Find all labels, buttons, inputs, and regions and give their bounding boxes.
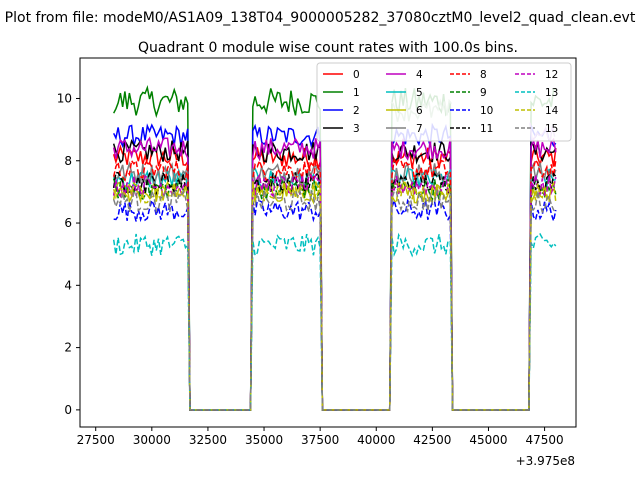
legend-label-9: 9 (480, 87, 487, 99)
legend-label-15: 15 (545, 123, 558, 135)
legend-label-1: 1 (353, 87, 360, 99)
x-tick-label: 47500 (525, 433, 563, 447)
series-line-5 (112, 167, 557, 411)
x-tick-label: 30000 (133, 433, 171, 447)
series-line-6 (112, 180, 557, 411)
plot-area (112, 85, 557, 411)
x-tick-label: 42500 (413, 433, 451, 447)
series-line-13 (112, 232, 557, 411)
y-tick-label: 2 (64, 341, 72, 355)
legend-box (316, 62, 572, 142)
legend-label-5: 5 (416, 87, 423, 99)
legend-label-2: 2 (353, 105, 360, 117)
legend-label-3: 3 (353, 123, 360, 135)
series-line-9 (112, 177, 557, 411)
y-tick-label: 6 (64, 216, 72, 230)
legend-label-6: 6 (416, 105, 423, 117)
series-line-12 (112, 173, 557, 411)
legend-label-7: 7 (416, 123, 423, 135)
y-tick-label: 0 (64, 403, 72, 417)
x-tick-label: 32500 (189, 433, 227, 447)
y-tick-label: 4 (64, 278, 72, 292)
series-line-2 (112, 122, 557, 411)
legend-label-14: 14 (545, 105, 559, 117)
x-offset-label: +3.975e8 (516, 454, 575, 468)
x-tick-label: 45000 (469, 433, 507, 447)
legend-label-11: 11 (480, 123, 493, 135)
x-tick-label: 27500 (77, 433, 115, 447)
plot-frame (79, 57, 577, 428)
legend-label-4: 4 (416, 69, 423, 81)
legend-label-8: 8 (480, 69, 487, 81)
y-tick-label: 8 (64, 154, 72, 168)
series-line-10 (113, 197, 557, 411)
x-axis: 27500 30000 32500 35000 37500 40000 42500 45000… (77, 427, 564, 447)
x-tick-label: 37500 (301, 433, 339, 447)
series-line-0 (112, 144, 557, 411)
legend-label-0: 0 (353, 69, 360, 81)
x-tick-label: 40000 (357, 433, 395, 447)
legend-label-13: 13 (545, 87, 558, 99)
series-line-7 (113, 160, 557, 411)
figure-suptitle: Plot from file: modeM0/AS1A09_138T04_900… (5, 10, 636, 26)
series-line-14 (112, 179, 557, 411)
legend-label-12: 12 (545, 69, 558, 81)
series-line-15 (112, 188, 557, 411)
series-line-11 (112, 170, 557, 411)
legend-label-10: 10 (480, 105, 493, 117)
y-axis: 0 2 4 6 8 10 (57, 91, 80, 417)
x-tick-label: 35000 (245, 433, 283, 447)
chart-title: Quadrant 0 module wise count rates with … (138, 40, 518, 56)
y-tick-label: 10 (57, 91, 72, 105)
